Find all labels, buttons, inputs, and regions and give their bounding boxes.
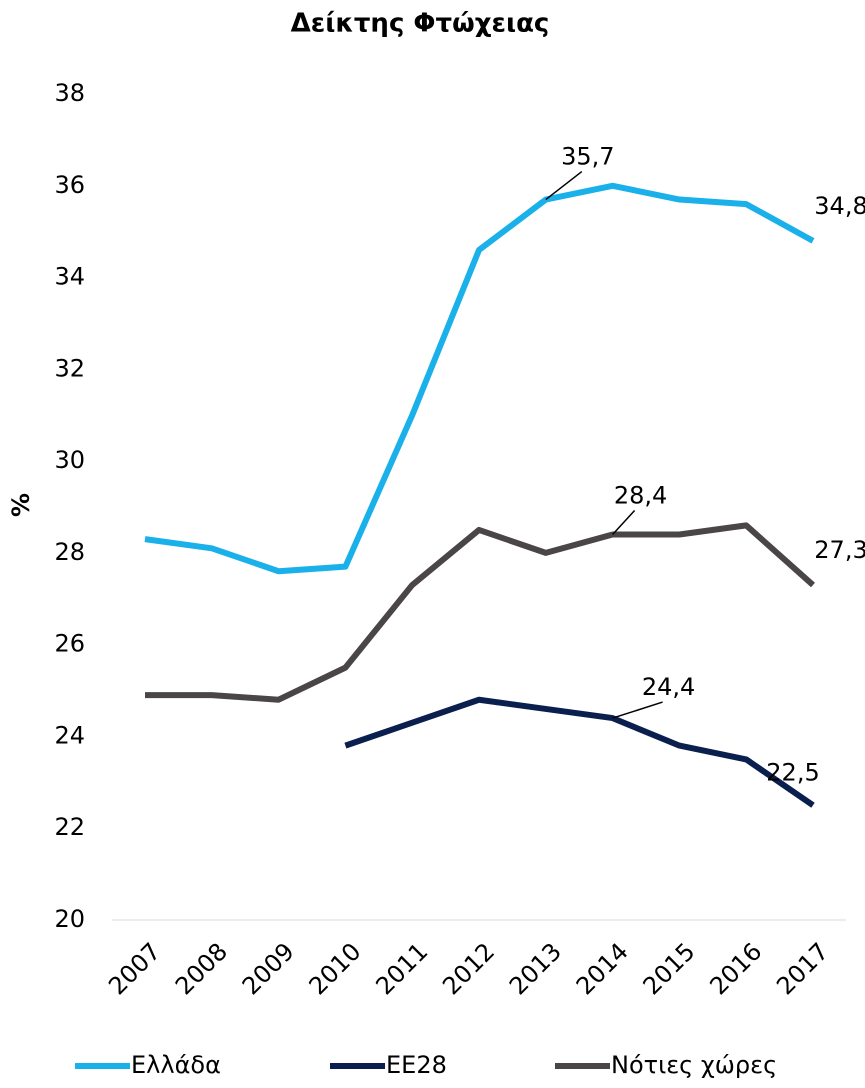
legend-label: Νότιες χώρες — [611, 1051, 777, 1079]
data-label: 27,3 — [814, 536, 865, 564]
y-tick-label: 32 — [54, 354, 85, 382]
y-tick-label: 26 — [54, 630, 85, 658]
series-line — [344, 696, 815, 808]
data-label: 35,7 — [561, 143, 614, 171]
x-tick-label: 2017 — [771, 937, 834, 1000]
y-tick-label: 38 — [54, 79, 85, 107]
leader-line — [545, 170, 583, 201]
x-tick-label: 2014 — [571, 937, 634, 1000]
y-tick-label: 34 — [54, 263, 85, 291]
y-axis-label: % — [7, 493, 35, 517]
leader-line — [612, 701, 663, 719]
x-tick-label: 2008 — [170, 937, 233, 1000]
data-label: 34,8 — [814, 192, 865, 220]
x-tick-label: 2012 — [437, 937, 500, 1000]
y-tick-label: 20 — [54, 905, 85, 933]
data-label: 28,4 — [614, 482, 667, 510]
x-tick-label: 2016 — [704, 937, 767, 1000]
series-line — [145, 522, 815, 703]
data-label: 22,5 — [766, 758, 819, 786]
y-tick-label: 22 — [54, 813, 85, 841]
y-tick-label: 30 — [54, 446, 85, 474]
series-line — [144, 182, 815, 575]
y-tick-label: 24 — [54, 721, 85, 749]
x-tick-label: 2015 — [638, 937, 701, 1000]
legend-label: Ελλάδα — [131, 1051, 221, 1079]
data-label: 24,4 — [642, 673, 695, 701]
x-tick-label: 2009 — [237, 937, 300, 1000]
x-tick-label: 2010 — [304, 937, 367, 1000]
y-tick-label: 36 — [54, 171, 85, 199]
y-tick-label: 28 — [54, 538, 85, 566]
leader-line — [612, 510, 636, 536]
legend-label: ΕΕ28 — [386, 1051, 447, 1079]
chart-title: Δείκτης Φτώχειας — [291, 9, 550, 39]
x-tick-label: 2011 — [370, 937, 433, 1000]
x-tick-label: 2007 — [103, 937, 166, 1000]
x-tick-label: 2013 — [504, 937, 567, 1000]
